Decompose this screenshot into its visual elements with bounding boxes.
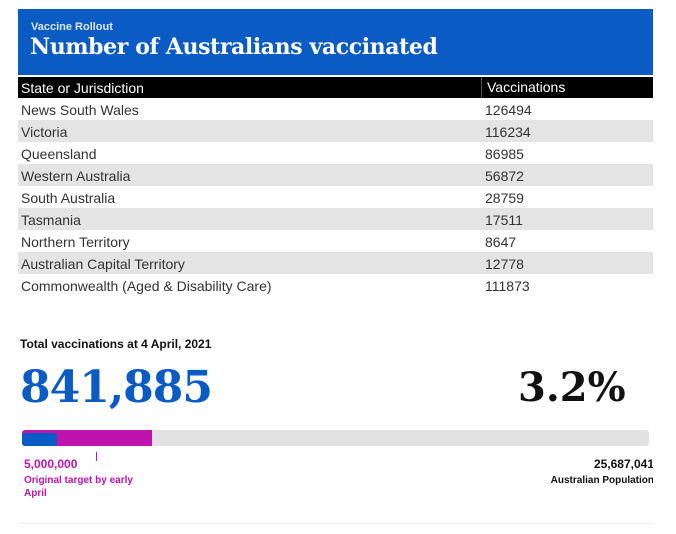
population-label: Australian Population [550,475,654,486]
vaccination-count: 28759 [485,190,524,206]
vaccination-count: 126494 [485,102,532,118]
target-note: Original target by early April [24,475,133,499]
vaccination-count: 56872 [485,168,524,184]
target-marker [96,452,97,461]
table-row: News South Wales 126494 [18,98,653,120]
total-vaccinations-label: Total vaccinations at 4 April, 2021 [20,337,212,351]
target-value: 5,000,000 [24,457,78,471]
state-name: Victoria [21,124,68,140]
progress-track [22,430,649,446]
vaccinations-table: State or Jurisdiction Vaccinations News … [18,77,653,296]
vaccinated-bar [22,433,57,446]
state-name: Australian Capital Territory [21,256,185,272]
vaccination-count: 111873 [485,278,530,294]
table-row: Northern Territory 8647 [18,230,653,252]
vaccination-count: 8647 [485,234,517,250]
table-row: Queensland 86985 [18,142,653,164]
page-title: Number of Australians vaccinated [30,34,438,60]
header-kicker: Vaccine Rollout [31,21,113,33]
table-body: News South Wales 126494 Victoria 116234 Quee… [18,98,653,296]
total-vaccinations-value: 841,885 [20,362,213,413]
population-value: 25,687,041 [593,457,654,471]
table-row: Australian Capital Territory 12778 [18,252,653,274]
state-name: Commonwealth (Aged & Disability Care) [21,278,272,294]
vaccination-count: 116234 [485,124,531,140]
state-name: Northern Territory [21,234,130,250]
state-name: Tasmania [21,212,81,228]
right-edge-mask [653,440,676,500]
table-row: Tasmania 17511 [18,208,653,230]
vaccination-count: 86985 [485,146,524,162]
vaccination-count: 12778 [485,256,524,272]
state-name: Western Australia [21,168,131,184]
table-row: South Australia 28759 [18,186,653,208]
header-banner: Vaccine Rollout Number of Australians va… [18,9,653,75]
column-header-state: State or Jurisdiction [21,80,144,96]
state-name: South Australia [21,190,116,206]
state-name: News South Wales [21,102,139,118]
population-percent: 3.2% [518,364,626,411]
column-header-vaccinations: Vaccinations [481,77,565,98]
divider [20,523,653,524]
table-header: State or Jurisdiction Vaccinations [18,77,653,98]
table-row: Commonwealth (Aged & Disability Care) 111… [18,274,653,296]
table-row: Western Australia 56872 [18,164,653,186]
table-row: Victoria 116234 [18,120,653,142]
state-name: Queensland [21,146,97,162]
vaccination-count: 17511 [485,212,523,228]
